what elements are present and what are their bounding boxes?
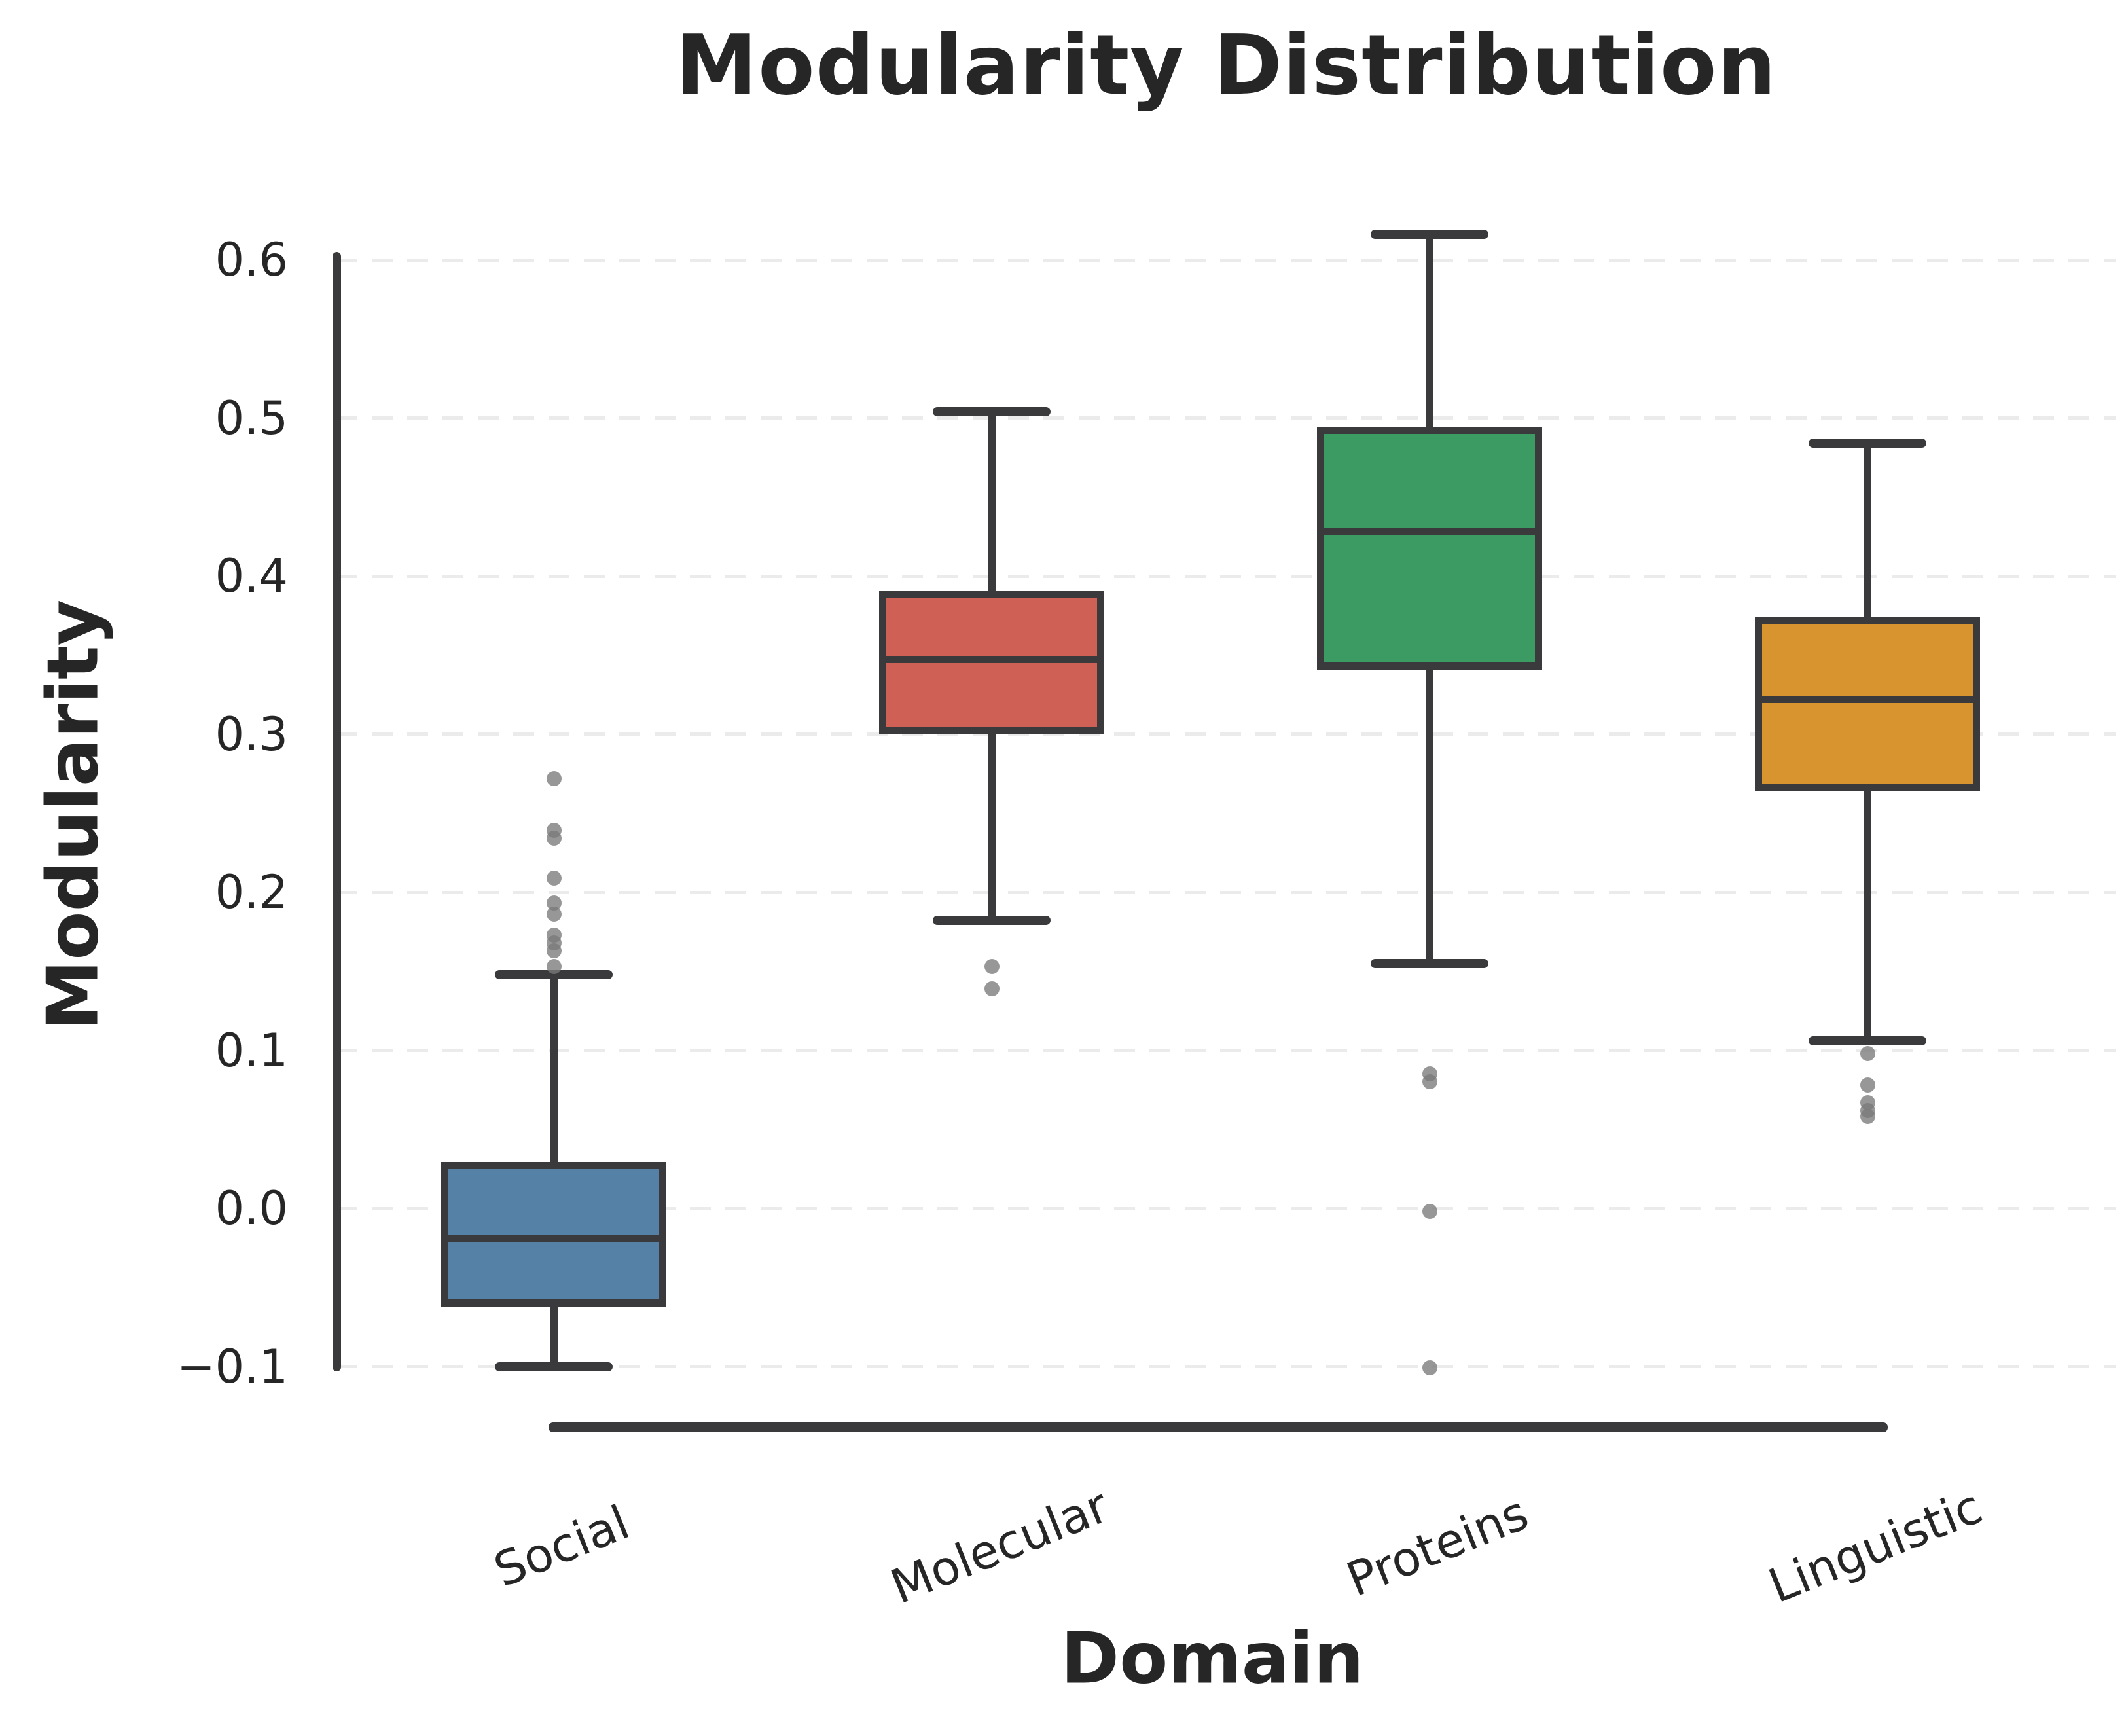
- y-tick-label: 0.6: [215, 233, 288, 287]
- whisker-lower-linguistic: [1864, 787, 1871, 1041]
- y-tick-label: 0.2: [215, 865, 288, 919]
- whisker-upper-social: [550, 974, 558, 1166]
- outlier-proteins: [1422, 1204, 1437, 1220]
- outlier-social: [546, 959, 562, 974]
- whisker-cap-top-linguistic: [1809, 439, 1926, 448]
- whisker-upper-linguistic: [1864, 443, 1871, 621]
- median-proteins: [1324, 528, 1535, 535]
- x-tick-label-linguistic: Linguistic: [1761, 1478, 1990, 1614]
- chart-title: Modularity Distribution: [675, 17, 1777, 113]
- outlier-linguistic: [1860, 1077, 1875, 1093]
- gridline-y-0.3: [336, 732, 2116, 736]
- x-axis-label: Domain: [1060, 1618, 1364, 1700]
- outlier-social: [546, 895, 562, 911]
- outlier-proteins: [1422, 1360, 1437, 1376]
- y-tick-label: 0.4: [215, 549, 288, 603]
- box-social: [441, 1162, 666, 1307]
- gridline-y-0.4: [336, 574, 2116, 578]
- whisker-cap-bottom-linguistic: [1809, 1036, 1926, 1045]
- whisker-cap-bottom-social: [495, 1362, 613, 1371]
- outlier-social: [546, 823, 562, 839]
- x-tick-label-proteins: Proteins: [1339, 1485, 1536, 1608]
- y-tick-label: −0.1: [177, 1339, 288, 1394]
- box-linguistic: [1755, 617, 1980, 792]
- whisker-cap-top-proteins: [1371, 230, 1488, 240]
- outlier-linguistic: [1860, 1045, 1875, 1061]
- y-axis-spine: [333, 252, 341, 1371]
- outlier-molecular: [984, 959, 1000, 974]
- gridline-y-0.2: [336, 890, 2116, 894]
- outlier-social: [546, 870, 562, 886]
- gridline-y--0.1: [336, 1365, 2116, 1368]
- x-tick-label-social: Social: [486, 1494, 637, 1598]
- outlier-linguistic: [1860, 1109, 1875, 1125]
- whisker-lower-social: [550, 1303, 558, 1367]
- y-tick-label: 0.3: [215, 707, 288, 761]
- box-proteins: [1317, 427, 1542, 670]
- whisker-cap-top-molecular: [933, 407, 1051, 416]
- median-molecular: [886, 656, 1097, 664]
- whisker-cap-bottom-molecular: [933, 916, 1051, 926]
- x-axis-spine: [549, 1422, 1888, 1432]
- whisker-upper-molecular: [988, 411, 996, 595]
- whisker-lower-molecular: [988, 731, 996, 921]
- gridline-y-0.1: [336, 1049, 2116, 1052]
- outlier-proteins: [1422, 1074, 1437, 1090]
- median-social: [448, 1235, 659, 1242]
- y-tick-label: 0.0: [215, 1182, 288, 1235]
- gridline-y-0.5: [336, 416, 2116, 420]
- gridline-y-0: [336, 1206, 2116, 1210]
- whisker-lower-proteins: [1426, 666, 1433, 964]
- gridline-y-0.6: [336, 258, 2116, 262]
- outlier-social: [546, 770, 562, 786]
- y-tick-label: 0.1: [215, 1023, 288, 1077]
- whisker-cap-top-social: [495, 969, 613, 979]
- outlier-molecular: [984, 981, 1000, 996]
- median-linguistic: [1762, 695, 1973, 703]
- x-tick-label-molecular: Molecular: [883, 1477, 1116, 1615]
- whisker-cap-bottom-proteins: [1371, 958, 1488, 968]
- whisker-upper-proteins: [1426, 234, 1433, 431]
- outlier-social: [546, 927, 562, 943]
- outlier-social: [546, 907, 562, 922]
- y-tick-label: 0.5: [215, 391, 288, 445]
